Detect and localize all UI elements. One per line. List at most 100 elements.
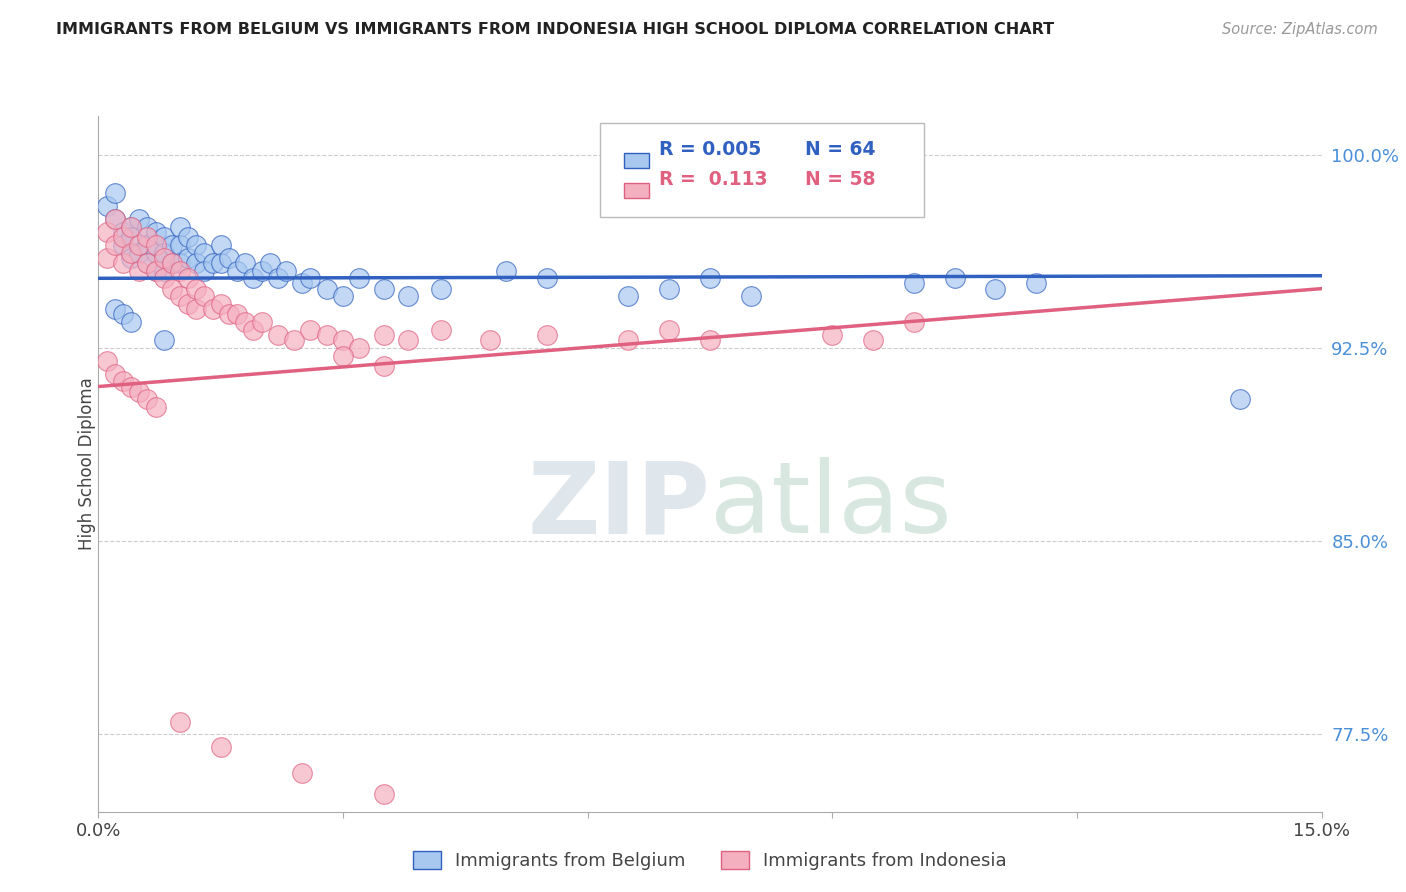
Point [136, 219, 159, 234]
Point [536, 271, 558, 285]
Point [332, 333, 354, 347]
Point [478, 333, 501, 347]
Point [218, 251, 240, 265]
Point [209, 237, 232, 252]
Point [111, 225, 134, 239]
Point [152, 245, 174, 260]
Point [349, 271, 371, 285]
Point [984, 282, 1007, 296]
Point [315, 282, 337, 296]
Point [145, 237, 167, 252]
Point [186, 237, 208, 252]
Text: N = 58: N = 58 [806, 170, 876, 189]
Point [274, 263, 297, 277]
Point [250, 315, 273, 329]
FancyBboxPatch shape [600, 123, 924, 217]
Point [226, 307, 249, 321]
Text: ZIP: ZIP [527, 457, 710, 554]
Point [136, 256, 159, 270]
Point [349, 341, 371, 355]
Text: IMMIGRANTS FROM BELGIUM VS IMMIGRANTS FROM INDONESIA HIGH SCHOOL DIPLOMA CORRELA: IMMIGRANTS FROM BELGIUM VS IMMIGRANTS FR… [56, 22, 1054, 37]
Point [373, 282, 395, 296]
Point [120, 251, 142, 265]
Point [104, 212, 127, 227]
Point [658, 282, 681, 296]
Point [136, 237, 159, 252]
Point [145, 245, 167, 260]
Point [209, 740, 232, 755]
Point [218, 307, 240, 321]
Point [104, 186, 127, 201]
Point [160, 256, 183, 270]
Point [120, 245, 142, 260]
Point [120, 219, 142, 234]
FancyBboxPatch shape [624, 153, 650, 169]
Point [617, 333, 640, 347]
Point [177, 271, 200, 285]
Point [373, 787, 395, 801]
Text: Source: ZipAtlas.com: Source: ZipAtlas.com [1222, 22, 1378, 37]
Point [152, 251, 174, 265]
Point [111, 230, 134, 244]
Point [104, 212, 127, 227]
FancyBboxPatch shape [624, 183, 650, 198]
Point [169, 237, 191, 252]
Point [259, 256, 281, 270]
Point [233, 315, 256, 329]
Point [169, 219, 191, 234]
Point [536, 328, 558, 343]
Point [136, 256, 159, 270]
Point [193, 245, 215, 260]
Point [169, 256, 191, 270]
Legend: Immigrants from Belgium, Immigrants from Indonesia: Immigrants from Belgium, Immigrants from… [405, 842, 1015, 880]
Point [242, 271, 264, 285]
Text: R =  0.113: R = 0.113 [658, 170, 768, 189]
Point [169, 714, 191, 729]
Point [495, 263, 517, 277]
Point [128, 263, 150, 277]
Point [111, 307, 134, 321]
Point [396, 289, 419, 303]
Text: N = 64: N = 64 [806, 140, 876, 159]
Point [699, 271, 721, 285]
Point [152, 333, 174, 347]
Point [283, 333, 305, 347]
Point [120, 230, 142, 244]
Point [169, 289, 191, 303]
Point [233, 256, 256, 270]
Point [1229, 392, 1251, 407]
Point [201, 302, 224, 317]
Point [145, 400, 167, 414]
Point [186, 302, 208, 317]
Point [128, 237, 150, 252]
Point [903, 315, 925, 329]
Point [396, 333, 419, 347]
Point [186, 256, 208, 270]
Point [250, 263, 273, 277]
Point [96, 225, 118, 239]
Point [120, 315, 142, 329]
Point [226, 263, 249, 277]
Point [186, 282, 208, 296]
Point [332, 349, 354, 363]
Point [658, 323, 681, 337]
Point [373, 359, 395, 373]
Point [291, 277, 314, 291]
Point [209, 297, 232, 311]
Point [120, 219, 142, 234]
Point [201, 256, 224, 270]
Point [430, 282, 453, 296]
Point [152, 263, 174, 277]
Point [111, 256, 134, 270]
Point [169, 263, 191, 277]
Point [104, 237, 127, 252]
Point [242, 323, 264, 337]
Point [699, 333, 721, 347]
Point [291, 766, 314, 780]
Point [299, 323, 322, 337]
Point [128, 384, 150, 399]
Point [267, 271, 290, 285]
Point [617, 289, 640, 303]
Point [193, 289, 215, 303]
Point [315, 328, 337, 343]
